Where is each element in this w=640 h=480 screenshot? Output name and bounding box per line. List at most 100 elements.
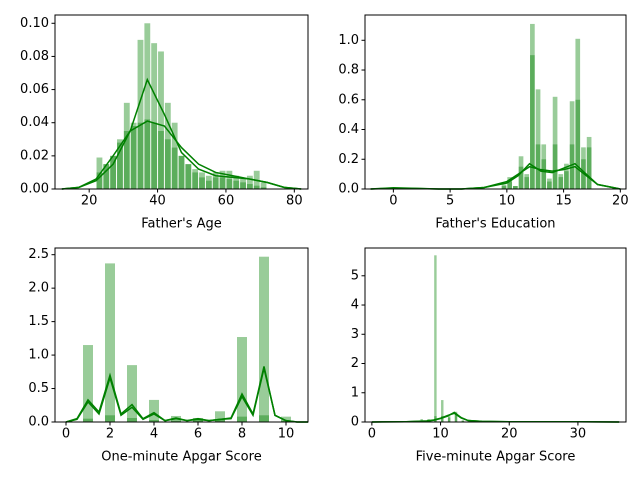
y-tick-label: 0.04: [20, 115, 49, 130]
histogram-bar: [226, 179, 233, 189]
histogram-bar: [518, 166, 524, 189]
histogram-bar: [501, 186, 507, 189]
histogram-bar: [586, 136, 592, 189]
histogram-bar: [178, 155, 185, 189]
histogram-bar: [524, 174, 530, 189]
histogram-bar: [192, 172, 199, 189]
histogram-bar: [164, 102, 171, 189]
histogram-bar: [178, 155, 185, 189]
y-tick-label: 1.0: [338, 33, 359, 48]
histogram-bar: [530, 23, 535, 189]
x-axis-label: Father's Education: [435, 217, 555, 232]
histogram-bar: [83, 418, 93, 422]
histogram-bar: [575, 99, 581, 189]
histogram-bar: [103, 164, 110, 189]
histogram-bar: [441, 416, 444, 422]
histogram-bar: [96, 172, 103, 189]
histogram-bar: [530, 55, 535, 190]
histogram-bar: [137, 39, 144, 189]
histogram-bar: [581, 147, 586, 189]
x-tick-label: 80: [286, 194, 303, 209]
histogram-bar: [454, 411, 458, 422]
y-tick-label: 1.5: [28, 314, 49, 329]
histogram-bar: [564, 171, 569, 189]
x-axis-label: One-minute Apgar Score: [101, 450, 261, 465]
x-tick-label: 10: [278, 427, 295, 442]
histogram-bar: [547, 178, 552, 189]
histogram-bar: [127, 417, 137, 422]
y-tick-label: 0: [351, 415, 359, 430]
histogram-bar: [199, 177, 205, 189]
histogram-bar: [260, 187, 267, 189]
x-tick-label: 0: [389, 194, 397, 209]
histogram-bar: [171, 147, 178, 189]
histogram-bar: [575, 38, 581, 189]
x-tick-label: 10: [499, 194, 516, 209]
histogram-bar: [185, 164, 192, 189]
x-tick-label: 20: [612, 194, 629, 209]
histogram-bar: [454, 413, 458, 422]
histogram-bar: [158, 51, 164, 190]
histogram-bar: [233, 175, 240, 189]
histogram-bar: [447, 417, 451, 422]
histogram-bar: [507, 181, 513, 189]
histogram-bar: [205, 175, 212, 189]
histogram-bar: [281, 416, 291, 422]
y-tick-label: 0.2: [338, 152, 359, 167]
histogram-bar: [447, 416, 451, 422]
y-tick-label: 0.8: [338, 63, 359, 78]
histogram-bar: [105, 263, 115, 422]
histogram-bar: [149, 399, 159, 422]
histogram-bar: [151, 43, 158, 189]
histogram-bar: [105, 415, 115, 422]
y-tick-label: 0.06: [20, 82, 49, 97]
histogram-bar: [193, 420, 203, 422]
kde-line: [371, 412, 620, 423]
x-axis-label: Five-minute Apgar Score: [416, 450, 576, 465]
histogram-bar: [552, 144, 558, 189]
kde-line: [65, 366, 308, 423]
y-tick-label: 0.4: [338, 122, 359, 137]
histogram-bar: [110, 155, 117, 189]
y-tick-label: 2.5: [28, 247, 49, 262]
histogram-bar: [541, 144, 547, 189]
axes-frame: [364, 247, 627, 423]
x-axis-label: Father's Age: [141, 217, 222, 232]
y-tick-label: 0.6: [338, 92, 359, 107]
histogram-bar: [586, 147, 592, 189]
histogram-bar: [117, 142, 123, 189]
histogram-bar: [212, 177, 219, 189]
histogram-bar: [524, 177, 530, 189]
histogram-bar: [501, 184, 507, 189]
histogram-bar: [246, 184, 253, 189]
histogram-bar: [226, 170, 233, 189]
histogram-bar: [149, 419, 159, 422]
axes-frame: [364, 14, 627, 190]
histogram-bar: [558, 174, 564, 189]
x-tick-label: 0: [62, 427, 70, 442]
x-tick-label: 0: [368, 427, 376, 442]
histogram-bar: [144, 23, 151, 189]
histogram-bar: [513, 186, 518, 189]
histogram-bar: [130, 126, 137, 189]
histogram-bar: [237, 416, 247, 422]
histogram-bar: [564, 163, 569, 189]
x-tick-label: 15: [555, 194, 572, 209]
histogram-bar: [127, 365, 137, 422]
histogram-bar: [151, 122, 158, 189]
histogram-bar: [240, 179, 246, 189]
histogram-bar: [558, 177, 564, 189]
y-tick-label: 4: [351, 298, 359, 313]
histogram-bar: [441, 400, 444, 422]
histogram-bar: [259, 415, 269, 422]
y-tick-label: 3: [351, 327, 359, 342]
histogram-bar: [144, 119, 151, 189]
histogram-bar: [434, 255, 437, 422]
histogram-bar: [123, 131, 130, 189]
y-tick-label: 2.0: [28, 281, 49, 296]
histogram-bar: [103, 164, 110, 189]
histogram-bar: [199, 172, 205, 189]
y-tick-label: 0.0: [338, 182, 359, 197]
kde-line: [61, 120, 302, 190]
histogram-bar: [164, 139, 171, 189]
